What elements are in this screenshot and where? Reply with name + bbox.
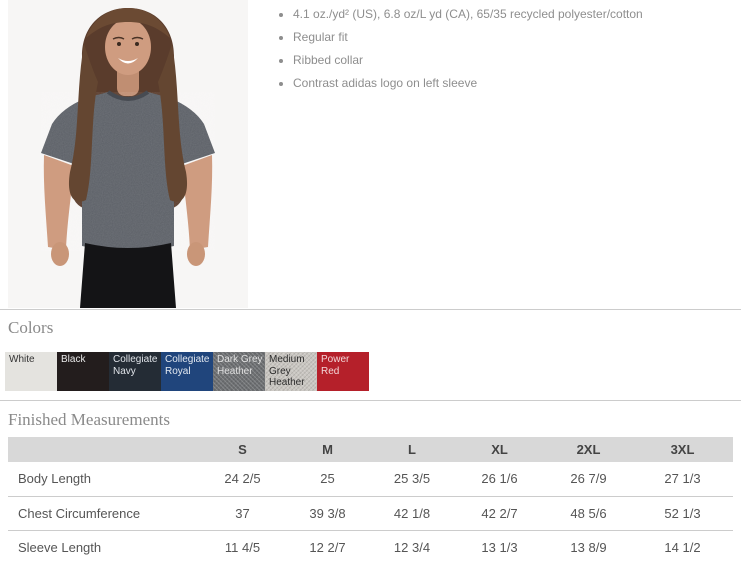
model-photo-illustration [8, 0, 248, 308]
color-swatch-black[interactable]: Black [57, 352, 109, 391]
feature-item: Regular fit [293, 28, 736, 46]
color-swatch-label: Black [61, 354, 86, 365]
measurement-value: 24 2/5 [200, 462, 285, 497]
color-swatch-label: White [9, 354, 35, 365]
size-column-header-s: S [200, 437, 285, 462]
measurement-value: 52 1/3 [632, 496, 733, 531]
measurement-label-column-header [8, 437, 200, 462]
measurement-label: Chest Circumference [8, 496, 200, 531]
measurement-value: 27 1/3 [632, 462, 733, 497]
color-swatch-row: White Black Collegiate Navy Collegiate R… [5, 352, 369, 391]
measurement-value: 14 1/2 [632, 530, 733, 564]
measurement-value: 26 1/6 [454, 462, 545, 497]
product-photo [8, 0, 248, 308]
size-column-header-2xl: 2XL [545, 437, 632, 462]
feature-item: 4.1 oz./yd² (US), 6.8 oz/L yd (CA), 65/3… [293, 5, 736, 23]
measurements-table: S M L XL 2XL 3XL Body Length 24 2/5 25 2… [8, 437, 733, 564]
table-row-body-length: Body Length 24 2/5 25 25 3/5 26 1/6 26 7… [8, 462, 733, 497]
table-row-sleeve-length: Sleeve Length 11 4/5 12 2/7 12 3/4 13 1/… [8, 530, 733, 564]
size-column-header-xl: XL [454, 437, 545, 462]
measurement-label: Body Length [8, 462, 200, 497]
measurement-value: 26 7/9 [545, 462, 632, 497]
color-swatch-white[interactable]: White [5, 352, 57, 391]
measurement-value: 25 [285, 462, 370, 497]
feature-list: 4.1 oz./yd² (US), 6.8 oz/L yd (CA), 65/3… [276, 5, 736, 97]
color-swatch-power-red[interactable]: Power Red [317, 352, 369, 391]
colors-heading: Colors [8, 318, 54, 337]
color-swatch-label: Collegiate Navy [113, 354, 158, 377]
measurements-header-row: S M L XL 2XL 3XL [8, 437, 733, 462]
size-column-header-l: L [370, 437, 454, 462]
measurements-heading: Finished Measurements [8, 410, 170, 429]
section-divider [0, 400, 741, 401]
color-swatch-dark-grey-heather[interactable]: Dark Grey Heather [213, 352, 265, 391]
color-swatch-label: Collegiate Royal [165, 354, 210, 377]
measurement-value: 48 5/6 [545, 496, 632, 531]
measurement-value: 25 3/5 [370, 462, 454, 497]
size-column-header-3xl: 3XL [632, 437, 733, 462]
measurement-value: 42 1/8 [370, 496, 454, 531]
measurement-value: 39 3/8 [285, 496, 370, 531]
table-row-chest-circumference: Chest Circumference 37 39 3/8 42 1/8 42 … [8, 496, 733, 531]
measurement-label: Sleeve Length [8, 530, 200, 564]
measurement-value: 12 3/4 [370, 530, 454, 564]
measurement-value: 37 [200, 496, 285, 531]
section-divider [0, 309, 741, 310]
color-swatch-label: Power Red [321, 354, 350, 377]
measurement-value: 13 8/9 [545, 530, 632, 564]
color-swatch-label: Dark Grey Heather [217, 354, 263, 377]
measurement-value: 13 1/3 [454, 530, 545, 564]
measurement-value: 12 2/7 [285, 530, 370, 564]
measurement-value: 11 4/5 [200, 530, 285, 564]
measurement-value: 42 2/7 [454, 496, 545, 531]
color-swatch-collegiate-royal[interactable]: Collegiate Royal [161, 352, 213, 391]
color-swatch-medium-grey-heather[interactable]: Medium Grey Heather [265, 352, 317, 391]
color-swatch-label: Medium Grey Heather [269, 354, 305, 388]
feature-item: Contrast adidas logo on left sleeve [293, 74, 736, 92]
size-column-header-m: M [285, 437, 370, 462]
color-swatch-collegiate-navy[interactable]: Collegiate Navy [109, 352, 161, 391]
feature-item: Ribbed collar [293, 51, 736, 69]
